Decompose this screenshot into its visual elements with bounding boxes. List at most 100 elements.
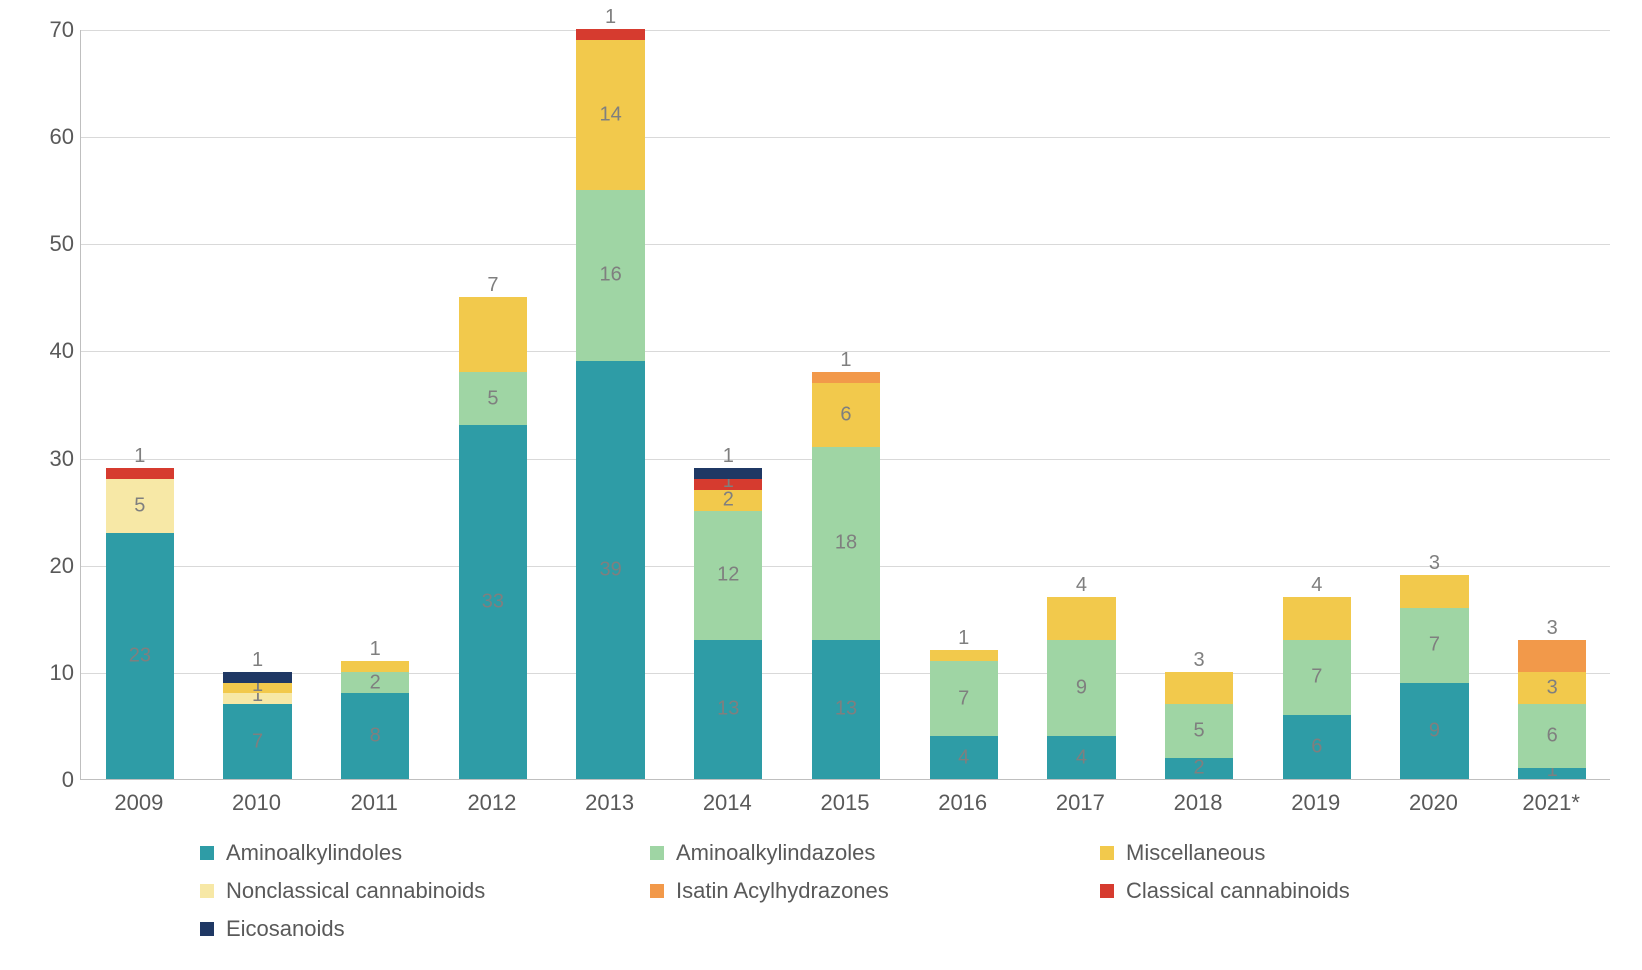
legend-swatch xyxy=(650,884,664,898)
bar-segment: 6 xyxy=(1518,704,1586,768)
segment-value-label: 1 xyxy=(694,445,762,468)
legend-swatch xyxy=(200,884,214,898)
legend-label: Nonclassical cannabinoids xyxy=(226,878,485,904)
segment-value-label: 1 xyxy=(341,638,409,661)
legend-label: Isatin Acylhydrazones xyxy=(676,878,889,904)
segment-value-label: 3 xyxy=(1400,552,1468,575)
bar-segment: 5 xyxy=(459,372,527,426)
bars-layer: 2351711182133573916141131221113186147149… xyxy=(81,30,1610,779)
bar-segment: 9 xyxy=(1400,683,1468,779)
segment-value-label: 7 xyxy=(930,687,998,710)
bar-segment: 1 xyxy=(694,479,762,490)
bar-segment: 16 xyxy=(576,190,644,361)
segment-value-label: 7 xyxy=(459,274,527,297)
y-tick-label: 40 xyxy=(50,338,74,364)
legend-swatch xyxy=(650,846,664,860)
bar-segment: 3 xyxy=(1518,640,1586,672)
segment-value-label: 4 xyxy=(1047,574,1115,597)
bar-segment: 1 xyxy=(930,650,998,661)
bar-segment: 33 xyxy=(459,425,527,779)
segment-value-label: 33 xyxy=(459,591,527,614)
y-tick-label: 60 xyxy=(50,124,74,150)
segment-value-label: 3 xyxy=(1518,617,1586,640)
segment-value-label: 6 xyxy=(1518,725,1586,748)
segment-value-label: 9 xyxy=(1400,719,1468,742)
bar-segment: 14 xyxy=(576,40,644,190)
bar-segment: 1 xyxy=(106,468,174,479)
bar-segment: 18 xyxy=(812,447,880,640)
bar-segment: 9 xyxy=(1047,640,1115,736)
segment-value-label: 14 xyxy=(576,103,644,126)
x-tick-label: 2009 xyxy=(114,790,163,816)
segment-value-label: 2 xyxy=(341,671,409,694)
bar-segment: 4 xyxy=(1283,597,1351,640)
segment-value-label: 16 xyxy=(576,264,644,287)
legend-swatch xyxy=(1100,884,1114,898)
bar-segment: 13 xyxy=(812,640,880,779)
x-tick-label: 2018 xyxy=(1174,790,1223,816)
x-tick-label: 2019 xyxy=(1291,790,1340,816)
segment-value-label: 18 xyxy=(812,532,880,555)
legend-item: Nonclassical cannabinoids xyxy=(200,878,650,904)
bar-segment: 8 xyxy=(341,693,409,779)
legend-swatch xyxy=(200,846,214,860)
y-tick-label: 10 xyxy=(50,660,74,686)
segment-value-label: 1 xyxy=(930,627,998,650)
segment-value-label: 3 xyxy=(1165,649,1233,672)
segment-value-label: 3 xyxy=(1518,676,1586,699)
legend-swatch xyxy=(1100,846,1114,860)
bar-segment: 7 xyxy=(1400,608,1468,683)
legend-item: Classical cannabinoids xyxy=(1100,878,1550,904)
bar-segment: 1 xyxy=(576,29,644,40)
bar-segment: 1 xyxy=(694,468,762,479)
segment-value-label: 5 xyxy=(106,494,174,517)
segment-value-label: 7 xyxy=(1400,634,1468,657)
segment-value-label: 2 xyxy=(1165,757,1233,780)
bar-segment: 7 xyxy=(223,704,291,779)
y-tick-label: 50 xyxy=(50,231,74,257)
legend-label: Aminoalkylindoles xyxy=(226,840,402,866)
segment-value-label: 4 xyxy=(1047,746,1115,769)
legend-item: Aminoalkylindazoles xyxy=(650,840,1100,866)
x-tick-label: 2017 xyxy=(1056,790,1105,816)
bar-segment: 1 xyxy=(341,661,409,672)
x-tick-label: 2013 xyxy=(585,790,634,816)
legend-item: Isatin Acylhydrazones xyxy=(650,878,1100,904)
legend-item: Miscellaneous xyxy=(1100,840,1550,866)
segment-value-label: 5 xyxy=(459,387,527,410)
legend-label: Miscellaneous xyxy=(1126,840,1265,866)
bar-segment: 3 xyxy=(1400,575,1468,607)
bar-segment: 5 xyxy=(106,479,174,533)
segment-value-label: 4 xyxy=(1283,574,1351,597)
x-tick-label: 2014 xyxy=(703,790,752,816)
x-tick-label: 2015 xyxy=(821,790,870,816)
segment-value-label: 1 xyxy=(576,6,644,29)
segment-value-label: 4 xyxy=(930,746,998,769)
segment-value-label: 9 xyxy=(1047,676,1115,699)
bar-segment: 1 xyxy=(223,683,291,694)
segment-value-label: 12 xyxy=(694,564,762,587)
bar-segment: 1 xyxy=(1518,768,1586,779)
bar-segment: 3 xyxy=(1165,672,1233,704)
bar-segment: 7 xyxy=(1283,640,1351,715)
x-tick-label: 2021* xyxy=(1522,790,1580,816)
y-tick-label: 70 xyxy=(50,17,74,43)
segment-value-label: 8 xyxy=(341,725,409,748)
segment-value-label: 7 xyxy=(1283,666,1351,689)
segment-value-label: 1 xyxy=(223,649,291,672)
legend-label: Eicosanoids xyxy=(226,916,345,942)
y-tick-label: 0 xyxy=(62,767,74,793)
bar-segment: 7 xyxy=(459,297,527,372)
legend-label: Aminoalkylindazoles xyxy=(676,840,875,866)
y-tick-label: 30 xyxy=(50,446,74,472)
segment-value-label: 1 xyxy=(812,349,880,372)
segment-value-label: 7 xyxy=(223,730,291,753)
segment-value-label: 39 xyxy=(576,559,644,582)
x-tick-label: 2010 xyxy=(232,790,281,816)
bar-segment: 23 xyxy=(106,533,174,779)
legend-swatch xyxy=(200,922,214,936)
bar-segment: 6 xyxy=(1283,715,1351,779)
x-tick-label: 2012 xyxy=(467,790,516,816)
bar-segment: 39 xyxy=(576,361,644,779)
segment-value-label: 6 xyxy=(812,403,880,426)
